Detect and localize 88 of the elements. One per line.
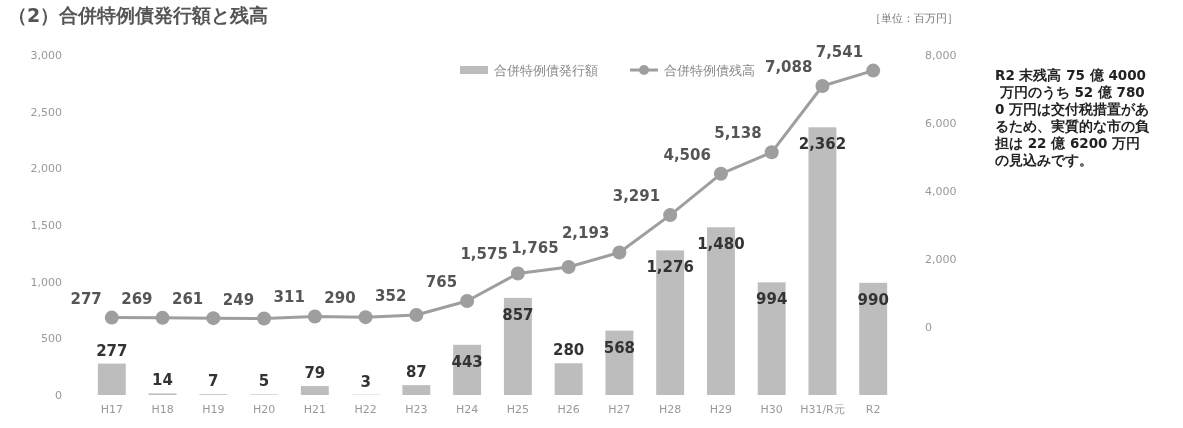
data-label: 994 — [756, 290, 788, 309]
data-label: 261 — [172, 290, 204, 309]
data-label: 277 — [96, 341, 128, 360]
chart-title: （2）合併特例債発行額と残高 — [8, 4, 269, 26]
bar — [300, 386, 329, 395]
y-tick-label: 1,500 — [30, 219, 62, 232]
x-tick-label: H20 — [252, 403, 276, 416]
x-tick-label: H21 — [303, 403, 326, 416]
data-label: 4,506 — [663, 145, 711, 164]
x-tick-label: H23 — [405, 403, 428, 416]
y2-tick-label: 2,000 — [925, 253, 957, 266]
bar — [97, 363, 126, 395]
text: ［単位：百万円］ — [870, 12, 958, 25]
point — [358, 310, 373, 325]
bar — [859, 282, 888, 395]
data-label: 14 — [152, 371, 173, 390]
point — [155, 310, 170, 325]
y2-tick-label: 4,000 — [925, 185, 957, 198]
y-tick-label: 500 — [41, 332, 62, 346]
x-tick-label: H17 — [100, 403, 123, 416]
data-label: 2,362 — [798, 135, 847, 154]
data-label: 280 — [552, 341, 585, 360]
point — [307, 309, 322, 324]
y-tick-label: 0 — [55, 389, 62, 402]
y-tick-label: 1,000 — [30, 275, 62, 289]
x-tick-label: H31/R元 — [800, 403, 845, 416]
point — [612, 245, 627, 260]
data-label: 5,138 — [714, 124, 762, 143]
data-label: 568 — [603, 338, 636, 357]
data-label: 352 — [375, 287, 407, 306]
data-label: 1,480 — [697, 235, 745, 254]
data-label: 3 — [360, 372, 371, 391]
data-label: 7,541 — [815, 42, 864, 61]
x-tick-label: H29 — [709, 403, 733, 416]
data-label: 311 — [273, 288, 305, 307]
x-tick-label: H19 — [202, 403, 225, 416]
x-tick-label: H28 — [659, 403, 682, 416]
data-label: 1,765 — [511, 238, 559, 257]
data-label: 1,276 — [646, 258, 694, 277]
y2-tick-label: 8,000 — [925, 49, 957, 62]
x-tick-label: H22 — [354, 403, 377, 416]
legend-label: 合併特例債発行額 — [494, 63, 598, 78]
x-tick-label: H24 — [455, 403, 479, 416]
y2-tick-label: 6,000 — [925, 117, 957, 130]
data-label: 2,193 — [561, 224, 610, 243]
point — [713, 166, 728, 181]
data-label: 765 — [425, 272, 458, 291]
point — [561, 259, 576, 274]
point — [510, 266, 525, 281]
data-label: 290 — [324, 289, 356, 308]
y2-tick-label: 0 — [925, 321, 932, 334]
x-tick-label: H30 — [760, 403, 783, 416]
bar — [757, 282, 786, 395]
data-label: 7,088 — [764, 58, 813, 77]
data-label: 269 — [121, 289, 153, 308]
y-tick-label: 2,500 — [30, 105, 62, 119]
x-tick-label: R2 — [865, 403, 881, 416]
x-tick-label: H27 — [608, 403, 631, 416]
legend-label: 合併特例債残高 — [664, 63, 755, 78]
bar — [503, 297, 532, 395]
y-tick-label: 3,000 — [30, 49, 62, 62]
point — [206, 311, 221, 326]
x-tick-label: H25 — [506, 403, 530, 416]
data-label: 3,291 — [612, 187, 661, 206]
data-label: 857 — [502, 305, 534, 324]
point — [460, 293, 475, 308]
data-label: 7 — [208, 372, 219, 391]
data-label: 87 — [405, 363, 427, 382]
point — [764, 145, 779, 160]
point — [663, 208, 678, 223]
data-label: 990 — [857, 290, 889, 309]
y-tick-label: 2,000 — [30, 162, 62, 176]
point — [815, 79, 830, 94]
bar — [402, 385, 431, 395]
point — [409, 308, 424, 323]
point — [257, 311, 272, 326]
x-tick-label: H26 — [557, 403, 580, 416]
data-label: 79 — [304, 364, 326, 383]
bar — [554, 363, 583, 395]
x-tick-label: H18 — [151, 403, 174, 416]
point — [104, 310, 119, 325]
data-label: 1,575 — [460, 245, 508, 264]
data-label: 249 — [222, 290, 255, 309]
data-label: 277 — [70, 289, 102, 308]
data-label: 5 — [258, 372, 270, 391]
text: R2 末残高 75 億 4000 万円のうち 52 億 7800 万円は交付税措置があるため、実質的な市の負担は 22 億 6200 万円の見込みです。 — [994, 67, 1150, 168]
data-label: 443 — [451, 352, 483, 371]
point — [866, 63, 881, 78]
